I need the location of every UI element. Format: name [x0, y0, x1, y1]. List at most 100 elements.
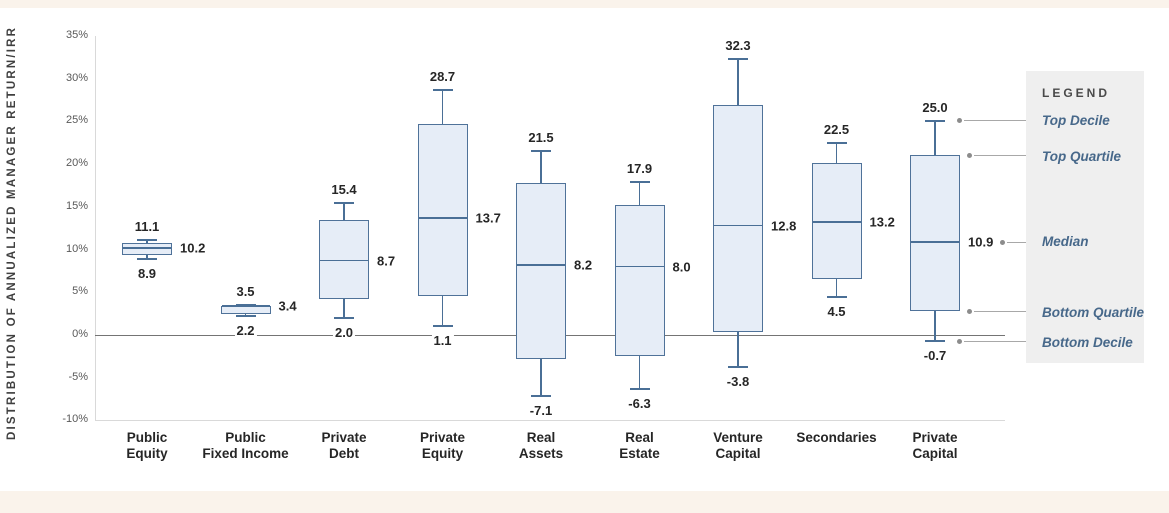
- connector-line-bottom-decile: [964, 341, 1026, 342]
- whisker-cap-bottom-private-debt: [334, 316, 354, 319]
- connector-line-top-quartile: [974, 155, 1026, 156]
- whisker-bottom-public-equity: [146, 254, 148, 259]
- value-label-bottom-decile-real-estate: -6.3: [626, 395, 653, 411]
- box-public-equity: [122, 242, 172, 255]
- x-axis-line: [95, 420, 1005, 421]
- connector-dot-top-quartile: [967, 153, 972, 158]
- y-tick-label: -5%: [68, 370, 88, 383]
- whisker-cap-top-private-capital: [925, 120, 945, 123]
- box-real-estate: [614, 205, 665, 357]
- legend-item-bottom-quartile: Bottom Quartile: [1042, 305, 1145, 320]
- whisker-cap-top-public-equity: [137, 239, 157, 242]
- value-label-median-secondaries: 13.2: [869, 214, 895, 230]
- whisker-top-private-capital: [934, 121, 936, 155]
- value-label-median-real-estate: 8.0: [672, 259, 691, 275]
- connector-dot-bottom-decile: [957, 339, 962, 344]
- whisker-top-private-debt: [343, 203, 345, 220]
- value-label-median-public-equity: 10.2: [180, 240, 206, 256]
- value-label-top-decile-real-assets: 21.5: [528, 130, 554, 146]
- box-private-equity: [417, 123, 468, 296]
- whisker-top-public-equity: [146, 240, 148, 243]
- box-private-debt: [319, 219, 369, 300]
- legend-header: LEGEND: [1042, 86, 1111, 100]
- y-tick-label: 35%: [65, 28, 88, 41]
- whisker-cap-bottom-real-assets: [531, 394, 551, 397]
- median-line-private-capital: [911, 241, 959, 243]
- median-line-private-equity: [418, 217, 467, 219]
- whisker-cap-bottom-private-capital: [925, 339, 945, 342]
- category-label-real-assets: Real Assets: [518, 430, 564, 461]
- connector-line-top-decile: [964, 120, 1026, 121]
- connector-dot-bottom-quartile: [967, 309, 972, 314]
- value-label-top-decile-public-fixed-income: 3.5: [236, 284, 255, 300]
- median-line-public-equity: [123, 247, 171, 249]
- y-tick-label: 5%: [72, 285, 88, 298]
- whisker-bottom-private-capital: [934, 311, 936, 341]
- connector-dot-top-decile: [957, 118, 962, 123]
- whisker-bottom-real-assets: [540, 358, 542, 396]
- category-label-secondaries: Secondaries: [796, 430, 877, 445]
- legend-item-median: Median: [1042, 234, 1089, 249]
- box-real-assets: [516, 182, 566, 359]
- whisker-bottom-private-equity: [441, 295, 444, 326]
- median-line-real-assets: [517, 264, 565, 266]
- box-public-fixed-income: [220, 305, 271, 315]
- whisker-cap-top-secondaries: [826, 141, 847, 144]
- value-label-top-decile-venture-capital: 32.3: [725, 38, 751, 54]
- whisker-cap-bottom-public-equity: [137, 257, 157, 260]
- whisker-cap-bottom-private-equity: [432, 324, 453, 327]
- value-label-top-decile-private-capital: 25.0: [922, 100, 948, 116]
- connector-line-median: [1007, 242, 1026, 243]
- whisker-top-real-estate: [638, 182, 641, 206]
- value-label-bottom-decile-private-capital: -0.7: [921, 347, 949, 363]
- value-label-bottom-decile-venture-capital: -3.8: [724, 374, 752, 390]
- y-tick-label: 25%: [65, 114, 88, 127]
- whisker-top-secondaries: [835, 142, 838, 164]
- y-tick-label: 0%: [72, 328, 88, 340]
- value-label-median-private-debt: 8.7: [377, 253, 396, 269]
- value-label-median-real-assets: 8.2: [574, 257, 593, 273]
- whisker-cap-top-real-assets: [531, 150, 551, 153]
- top-margin-bar: [0, 0, 1169, 8]
- box-secondaries: [811, 163, 862, 279]
- whisker-cap-top-venture-capital: [728, 58, 748, 61]
- value-label-bottom-decile-secondaries: 4.5: [825, 303, 848, 319]
- median-line-private-debt: [320, 259, 368, 262]
- category-label-private-capital: Private Capital: [912, 430, 958, 461]
- whisker-cap-bottom-secondaries: [826, 295, 847, 298]
- y-tick-label: -10%: [62, 413, 88, 426]
- median-line-real-estate: [615, 265, 664, 268]
- value-label-top-decile-private-debt: 15.4: [331, 182, 357, 198]
- whisker-bottom-secondaries: [835, 278, 838, 297]
- whisker-cap-top-real-estate: [629, 181, 650, 184]
- value-label-median-private-equity: 13.7: [475, 210, 501, 226]
- median-line-public-fixed-income: [221, 305, 270, 307]
- value-label-bottom-decile-public-fixed-income: 2.2: [234, 323, 257, 339]
- category-label-real-estate: Real Estate: [619, 430, 660, 461]
- whisker-cap-bottom-venture-capital: [728, 366, 748, 369]
- connector-dot-median: [1000, 240, 1005, 245]
- value-label-median-private-capital: 10.9: [968, 234, 994, 250]
- whisker-bottom-venture-capital: [737, 331, 739, 368]
- value-label-bottom-decile-private-debt: 2.0: [332, 324, 356, 340]
- y-axis-line: [95, 36, 96, 420]
- y-tick-label: 10%: [65, 242, 88, 255]
- value-label-median-public-fixed-income: 3.4: [278, 298, 297, 314]
- value-label-top-decile-real-estate: 17.9: [626, 161, 653, 177]
- legend-item-top-decile: Top Decile: [1042, 113, 1110, 128]
- value-label-median-venture-capital: 12.8: [771, 218, 797, 234]
- whisker-cap-bottom-public-fixed-income: [235, 315, 256, 318]
- category-label-private-equity: Private Equity: [419, 430, 466, 461]
- value-label-top-decile-private-equity: 28.7: [429, 68, 456, 84]
- category-label-public-equity: Public Equity: [126, 430, 168, 461]
- legend-item-top-quartile: Top Quartile: [1042, 149, 1122, 164]
- legend-item-bottom-decile: Bottom Decile: [1042, 335, 1133, 350]
- whisker-bottom-private-debt: [343, 299, 345, 318]
- category-label-private-debt: Private Debt: [321, 430, 367, 461]
- value-label-top-decile-public-equity: 11.1: [134, 219, 160, 235]
- median-line-secondaries: [812, 221, 861, 224]
- y-tick-label: 30%: [65, 71, 88, 84]
- whisker-cap-top-private-equity: [432, 88, 453, 91]
- whisker-top-venture-capital: [737, 59, 739, 106]
